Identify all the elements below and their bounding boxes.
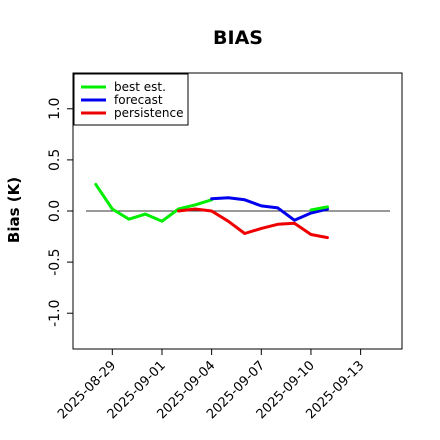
series-line-persistence	[177, 207, 329, 240]
legend-label: forecast	[114, 93, 163, 107]
series-line-best-est-tail	[309, 205, 329, 212]
legend-label: best est.	[114, 80, 166, 94]
chart-title: BIAS	[213, 27, 263, 49]
y-tick-label: 0.5	[47, 149, 63, 171]
chart-marks: -1.0-0.50.00.51.02025-08-292025-09-01202…	[47, 98, 390, 422]
y-tick-label: -1.0	[47, 300, 63, 327]
y-tick-label: -0.5	[47, 248, 63, 275]
y-axis-label: Bias (K)	[5, 177, 23, 243]
legend-label: persistence	[114, 106, 183, 120]
y-tick-label: 0.0	[47, 200, 63, 222]
y-tick-label: 1.0	[47, 98, 63, 120]
series-line-best-est	[94, 182, 214, 223]
series-line-forecast	[210, 196, 329, 222]
